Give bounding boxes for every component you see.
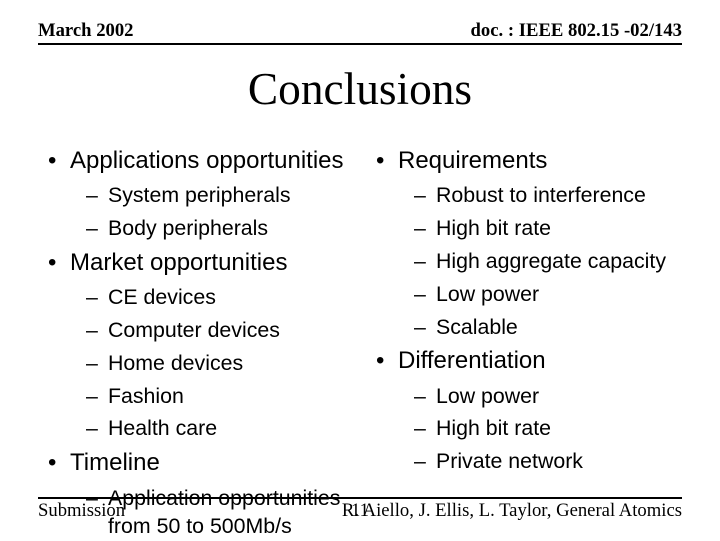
bullet-text: Market opportunities xyxy=(70,247,287,279)
bullet-text: Low power xyxy=(436,382,539,411)
bullet-item-l1: •Market opportunities xyxy=(48,247,358,279)
bullet-l2-icon: – xyxy=(86,382,108,411)
bullet-item-l2: –System peripherals xyxy=(48,181,358,210)
bullet-l2-icon: – xyxy=(414,313,436,342)
bullet-item-l2: –Robust to interference xyxy=(376,181,682,210)
bullet-l1-icon: • xyxy=(376,145,398,177)
bullet-l2-icon: – xyxy=(414,181,436,210)
bullet-item-l2: –Low power xyxy=(376,382,682,411)
bullet-item-l2: –Health care xyxy=(48,414,358,443)
bullet-l1-icon: • xyxy=(48,447,70,479)
bullet-text: Robust to interference xyxy=(436,181,646,210)
bullet-item-l1: •Requirements xyxy=(376,145,682,177)
bullet-item-l2: –Scalable xyxy=(376,313,682,342)
footer-bar: Submission 11 R. Aiello, J. Ellis, L. Ta… xyxy=(38,497,682,522)
bullet-item-l2: –CE devices xyxy=(48,283,358,312)
bullet-l2-icon: – xyxy=(414,280,436,309)
bullet-item-l1: •Timeline xyxy=(48,447,358,479)
footer-right: R. Aiello, J. Ellis, L. Taylor, General … xyxy=(342,500,682,522)
bullet-l1-icon: • xyxy=(376,345,398,377)
bullet-l2-icon: – xyxy=(414,247,436,276)
bullet-text: Timeline xyxy=(70,447,160,479)
footer-page: 11 xyxy=(351,500,369,522)
right-column: •Requirements–Robust to interference–Hig… xyxy=(362,141,682,541)
bullet-text: Private network xyxy=(436,447,583,476)
bullet-item-l2: –Body peripherals xyxy=(48,214,358,243)
footer-left: Submission xyxy=(38,500,125,522)
bullet-text: Computer devices xyxy=(108,316,280,345)
bullet-text: Requirements xyxy=(398,145,547,177)
bullet-text: System peripherals xyxy=(108,181,291,210)
header-bar: March 2002 doc. : IEEE 802.15 -02/143 xyxy=(38,20,682,45)
bullet-item-l2: –Computer devices xyxy=(48,316,358,345)
bullet-text: High aggregate capacity xyxy=(436,247,666,276)
bullet-l2-icon: – xyxy=(414,382,436,411)
bullet-text: Fashion xyxy=(108,382,184,411)
bullet-text: Low power xyxy=(436,280,539,309)
bullet-text: Health care xyxy=(108,414,217,443)
bullet-text: Body peripherals xyxy=(108,214,268,243)
bullet-item-l2: –Private network xyxy=(376,447,682,476)
bullet-text: CE devices xyxy=(108,283,216,312)
bullet-l2-icon: – xyxy=(414,447,436,476)
bullet-item-l2: –Low power xyxy=(376,280,682,309)
bullet-l1-icon: • xyxy=(48,145,70,177)
bullet-text: High bit rate xyxy=(436,214,551,243)
bullet-l2-icon: – xyxy=(414,414,436,443)
bullet-l2-icon: – xyxy=(86,349,108,378)
bullet-l2-icon: – xyxy=(414,214,436,243)
bullet-item-l2: –High bit rate xyxy=(376,414,682,443)
bullet-text: Differentiation xyxy=(398,345,546,377)
bullet-l1-icon: • xyxy=(48,247,70,279)
bullet-item-l2: –High bit rate xyxy=(376,214,682,243)
bullet-l2-icon: – xyxy=(86,214,108,243)
header-docnum: doc. : IEEE 802.15 -02/143 xyxy=(471,20,682,42)
bullet-item-l2: –Home devices xyxy=(48,349,358,378)
bullet-l2-icon: – xyxy=(86,283,108,312)
bullet-l2-icon: – xyxy=(86,316,108,345)
slide: March 2002 doc. : IEEE 802.15 -02/143 Co… xyxy=(0,0,720,540)
bullet-text: Applications opportunities xyxy=(70,145,344,177)
bullet-item-l1: •Applications opportunities xyxy=(48,145,358,177)
slide-body: •Applications opportunities–System perip… xyxy=(38,141,682,541)
bullet-text: Scalable xyxy=(436,313,518,342)
left-column: •Applications opportunities–System perip… xyxy=(38,141,358,541)
bullet-text: Home devices xyxy=(108,349,243,378)
bullet-l2-icon: – xyxy=(86,414,108,443)
header-date: March 2002 xyxy=(38,20,134,42)
bullet-text: High bit rate xyxy=(436,414,551,443)
slide-title: Conclusions xyxy=(38,63,682,115)
bullet-item-l2: –Fashion xyxy=(48,382,358,411)
bullet-item-l1: •Differentiation xyxy=(376,345,682,377)
bullet-l2-icon: – xyxy=(86,181,108,210)
bullet-item-l2: –High aggregate capacity xyxy=(376,247,682,276)
